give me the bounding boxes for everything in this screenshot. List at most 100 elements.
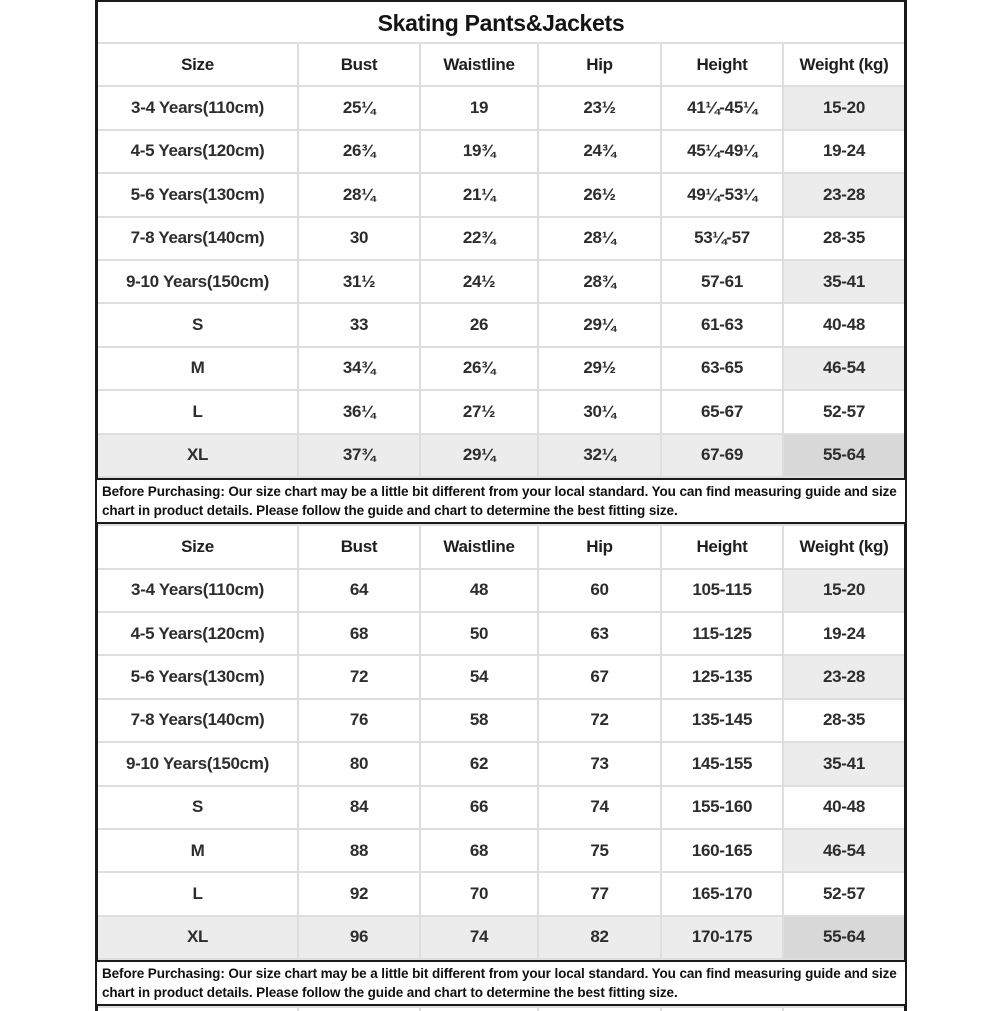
height-cell: 165-170 — [662, 873, 782, 915]
weight-cell: 46-54 — [784, 829, 904, 872]
bust-cell: 33 — [299, 304, 419, 346]
bust-cell: 28¼ — [299, 174, 419, 216]
size-table-cm-grid: Size Bust Waistline Hip Height Weight (kg) 3-4… — [98, 526, 904, 959]
height-cell: 65-67 — [662, 391, 782, 433]
height-cell: 67-69 — [662, 434, 782, 476]
weight-cell: 28-35 — [784, 699, 904, 742]
hip-cell: 30¼ — [539, 391, 660, 433]
bust-cell: 72 — [299, 656, 419, 698]
weight-cell: 55-64 — [784, 916, 904, 959]
hip-cell: 67 — [539, 656, 660, 698]
bust-cell: 25¼ — [299, 87, 419, 129]
waistline-cell: 74 — [421, 916, 537, 959]
waistline-cell: 48 — [421, 569, 537, 611]
column-header-waistline: Waistline — [421, 526, 537, 568]
bust-cell: 96 — [299, 916, 419, 959]
waistline-cell: 62 — [421, 743, 537, 785]
height-cell: 63-65 — [662, 347, 782, 390]
next-table-partial-row — [95, 1006, 907, 1011]
weight-cell: 55-64 — [784, 434, 904, 476]
waistline-cell: 22¾ — [421, 217, 537, 259]
height-cell: 45¼-49¼ — [662, 130, 782, 173]
hip-cell: 26½ — [539, 174, 660, 216]
waistline-cell: 21¼ — [421, 174, 537, 216]
size-table-inches-grid: Size Bust Waistline Hip Height Weight (kg) 3-4… — [98, 44, 904, 476]
column-header-hip: Hip — [539, 526, 660, 568]
weight-cell: 23-28 — [784, 656, 904, 698]
waistline-cell: 50 — [421, 612, 537, 655]
bust-cell: 36¼ — [299, 391, 419, 433]
waistline-cell: 54 — [421, 656, 537, 698]
column-header-weight: Weight (kg) — [784, 526, 904, 568]
weight-cell: 28-35 — [784, 217, 904, 259]
size-cell: L — [98, 391, 297, 433]
hip-cell: 32¼ — [539, 434, 660, 476]
hip-cell: 28¼ — [539, 217, 660, 259]
size-cell: 9-10 Years(150cm) — [98, 743, 297, 785]
bust-cell: 37¾ — [299, 434, 419, 476]
size-cell: 7-8 Years(140cm) — [98, 699, 297, 742]
before-purchasing-note-1: Before Purchasing: Our size chart may be… — [95, 477, 907, 525]
hip-cell: 77 — [539, 873, 660, 915]
weight-cell: 15-20 — [784, 569, 904, 611]
height-cell: 145-155 — [662, 743, 782, 785]
height-cell: 61-63 — [662, 304, 782, 346]
column-header-height: Height — [662, 526, 782, 568]
height-cell: 160-165 — [662, 829, 782, 872]
height-cell: 57-61 — [662, 260, 782, 303]
height-cell: 170-175 — [662, 916, 782, 959]
size-cell: 9-10 Years(150cm) — [98, 260, 297, 303]
bust-cell: 34¾ — [299, 347, 419, 390]
column-header-bust: Bust — [299, 526, 419, 568]
hip-cell: 75 — [539, 829, 660, 872]
waistline-cell: 66 — [421, 786, 537, 828]
waistline-cell: 26 — [421, 304, 537, 346]
column-header-height: Height — [662, 44, 782, 86]
size-table-cm: Size Bust Waistline Hip Height Weight (kg) 3-4… — [95, 524, 907, 961]
size-cell: M — [98, 829, 297, 872]
size-cell: M — [98, 347, 297, 390]
waistline-cell: 70 — [421, 873, 537, 915]
weight-cell: 23-28 — [784, 174, 904, 216]
waistline-cell: 29¼ — [421, 434, 537, 476]
height-cell: 155-160 — [662, 786, 782, 828]
waistline-cell: 19¾ — [421, 130, 537, 173]
bust-cell: 30 — [299, 217, 419, 259]
hip-cell: 74 — [539, 786, 660, 828]
weight-cell: 40-48 — [784, 786, 904, 828]
hip-cell: 28¾ — [539, 260, 660, 303]
bust-cell: 84 — [299, 786, 419, 828]
hip-cell: 24¾ — [539, 130, 660, 173]
size-cell: S — [98, 304, 297, 346]
height-cell: 49¼-53¼ — [662, 174, 782, 216]
weight-cell: 52-57 — [784, 873, 904, 915]
size-chart-sheet: Skating Pants&Jackets Size Bust Waistline H… — [95, 0, 907, 1011]
bust-cell: 80 — [299, 743, 419, 785]
size-table-inches: Size Bust Waistline Hip Height Weight (kg) 3-4… — [95, 42, 907, 478]
column-header-size: Size — [98, 44, 297, 86]
size-cell: 5-6 Years(130cm) — [98, 656, 297, 698]
bust-cell: 68 — [299, 612, 419, 655]
hip-cell: 29½ — [539, 347, 660, 390]
weight-cell: 35-41 — [784, 260, 904, 303]
column-header-waistline: Waistline — [421, 44, 537, 86]
hip-cell: 29¼ — [539, 304, 660, 346]
bust-cell: 31½ — [299, 260, 419, 303]
column-header-hip: Hip — [539, 44, 660, 86]
size-cell: 7-8 Years(140cm) — [98, 217, 297, 259]
bust-cell: 64 — [299, 569, 419, 611]
weight-cell: 46-54 — [784, 347, 904, 390]
before-purchasing-note-2: Before Purchasing: Our size chart may be… — [95, 960, 907, 1007]
size-cell: 4-5 Years(120cm) — [98, 130, 297, 173]
height-cell: 125-135 — [662, 656, 782, 698]
weight-cell: 40-48 — [784, 304, 904, 346]
weight-cell: 52-57 — [784, 391, 904, 433]
bust-cell: 88 — [299, 829, 419, 872]
weight-cell: 19-24 — [784, 612, 904, 655]
weight-cell: 35-41 — [784, 743, 904, 785]
weight-cell: 19-24 — [784, 130, 904, 173]
hip-cell: 82 — [539, 916, 660, 959]
size-cell: 5-6 Years(130cm) — [98, 174, 297, 216]
hip-cell: 23½ — [539, 87, 660, 129]
weight-cell: 15-20 — [784, 87, 904, 129]
